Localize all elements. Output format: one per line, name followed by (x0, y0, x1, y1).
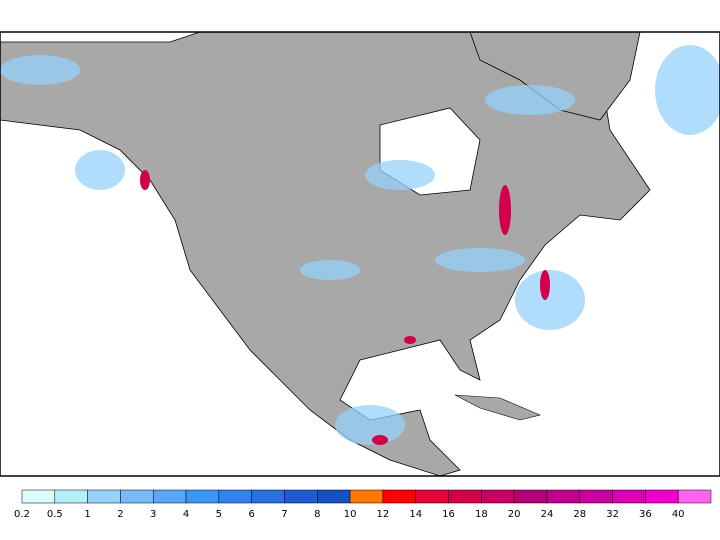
color-box (185, 489, 220, 504)
color-box (87, 489, 121, 504)
precip-area (655, 45, 720, 135)
precip-area (335, 405, 405, 445)
color-box (284, 489, 318, 504)
color-box (579, 489, 613, 504)
color-box (448, 489, 482, 504)
level-label: 4 (183, 509, 189, 520)
level-label: 14 (409, 509, 422, 520)
greenland (469, 31, 641, 121)
colorbar: 0.2 0.5 1 2 3 4 5 6 7 8 10 12 14 16 18 20 24 28 32 36 40 (14, 489, 712, 520)
precip-area (75, 150, 125, 190)
precip-core (140, 170, 150, 190)
color-box (349, 489, 384, 504)
color-box (677, 489, 712, 504)
precip-area (365, 160, 435, 190)
color-box (513, 489, 548, 504)
map (0, 31, 720, 477)
precip-area (485, 85, 575, 115)
precip-area (515, 270, 585, 330)
level-label: 20 (508, 509, 521, 520)
level-label: 0.2 (14, 509, 30, 520)
level-label: 1 (84, 509, 90, 520)
level-label: 2 (117, 509, 123, 520)
map-frame (0, 31, 720, 477)
level-label: 40 (672, 509, 685, 520)
color-box (415, 489, 449, 504)
heavy-precip (140, 170, 550, 445)
level-label: 24 (541, 509, 554, 520)
precip-blobs (0, 45, 720, 445)
precip-core (499, 185, 511, 235)
level-label: 10 (344, 509, 357, 520)
color-box (382, 489, 416, 504)
level-label: 0.5 (47, 509, 63, 520)
color-box (645, 489, 679, 504)
level-label: 12 (377, 509, 390, 520)
color-box (120, 489, 154, 504)
level-label: 7 (281, 509, 287, 520)
level-label: 6 (248, 509, 254, 520)
level-label: 32 (606, 509, 619, 520)
precip-core (540, 270, 550, 300)
level-label: 28 (573, 509, 586, 520)
level-label: 18 (475, 509, 488, 520)
level-label: 5 (216, 509, 222, 520)
color-box (612, 489, 646, 504)
level-label: 8 (314, 509, 320, 520)
color-box (152, 489, 187, 504)
color-box (251, 489, 285, 504)
precip-area (435, 248, 525, 272)
color-box (481, 489, 515, 504)
precip-core (372, 435, 388, 445)
color-box (218, 489, 252, 504)
level-label: 3 (150, 509, 156, 520)
level-label: 16 (442, 509, 455, 520)
color-box (546, 489, 581, 504)
level-label: 36 (639, 509, 652, 520)
color-box (54, 489, 88, 504)
precip-area (300, 260, 360, 280)
color-box (317, 489, 351, 504)
cuba (454, 394, 541, 421)
precip-area (0, 55, 80, 85)
precip-core (404, 336, 416, 344)
color-box (21, 489, 56, 504)
